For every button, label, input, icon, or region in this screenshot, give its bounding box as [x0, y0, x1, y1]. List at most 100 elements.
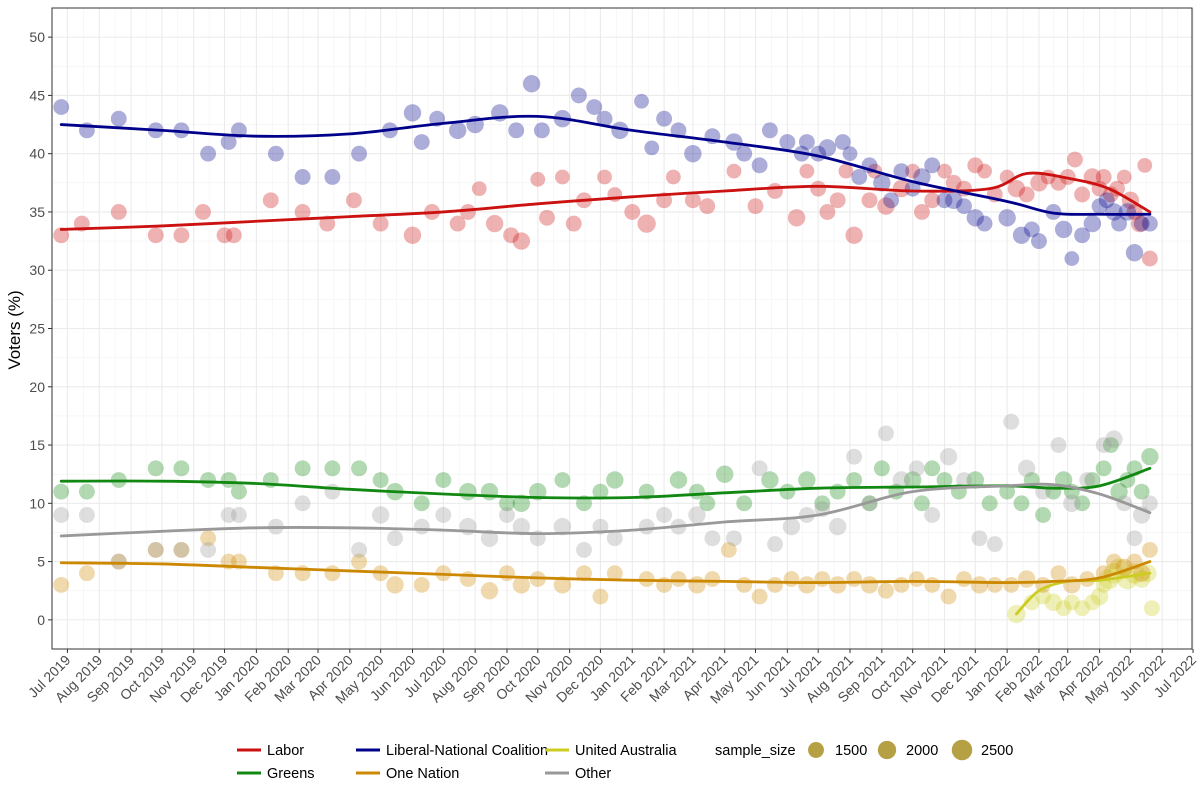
poll-point — [779, 483, 796, 500]
poll-point — [1012, 226, 1031, 244]
poll-point — [1017, 459, 1036, 478]
size-legend-circle — [808, 742, 824, 758]
poll-point — [819, 204, 836, 220]
poll-point — [78, 565, 95, 582]
poll-point — [783, 571, 800, 588]
size-legend-label: 1500 — [835, 743, 867, 759]
poll-point — [767, 183, 783, 199]
poll-point — [1050, 174, 1067, 191]
poll-point — [860, 576, 879, 594]
poll-point — [936, 472, 953, 488]
poll-point — [767, 536, 783, 553]
y-tick-label: 50 — [29, 29, 45, 45]
poll-point — [1137, 157, 1153, 173]
poll-point — [1111, 215, 1128, 232]
poll-point — [413, 518, 430, 535]
poll-point — [1063, 494, 1081, 513]
poll-point — [53, 483, 70, 500]
poll-point — [981, 495, 998, 512]
poll-point — [903, 471, 922, 489]
poll-point — [779, 134, 796, 150]
poll-point — [324, 565, 341, 582]
legend-label: Labor — [267, 743, 304, 759]
poll-point — [878, 582, 894, 599]
poll-point — [485, 214, 504, 233]
size-legend-label: 2000 — [906, 743, 938, 759]
poll-point — [1064, 251, 1080, 266]
poll-point — [893, 163, 910, 180]
poll-point — [230, 483, 247, 500]
poll-point — [883, 192, 900, 209]
poll-point — [1023, 594, 1040, 611]
poll-point — [1133, 215, 1150, 232]
grid — [52, 8, 1194, 649]
poll-point — [873, 174, 891, 192]
poll-point — [878, 425, 894, 442]
poll-point — [351, 145, 368, 162]
poll-point — [1117, 568, 1138, 590]
poll-point — [1074, 186, 1091, 203]
poll-point — [945, 174, 962, 191]
size-legend-circle — [951, 739, 973, 761]
poll-point — [147, 541, 164, 558]
poll-point — [787, 209, 806, 227]
poll-point — [110, 553, 127, 570]
poll-point — [1130, 214, 1149, 233]
poll-point — [449, 215, 466, 232]
poll-point — [606, 471, 624, 489]
poll-point — [435, 507, 452, 523]
poll-point — [720, 541, 737, 558]
poll-point — [403, 104, 422, 122]
poll-point — [761, 471, 779, 489]
poll-point — [747, 198, 764, 215]
poll-point — [173, 541, 190, 558]
poll-point — [810, 180, 827, 197]
poll-point — [842, 146, 858, 162]
poll-point — [1126, 530, 1143, 547]
poll-point — [893, 576, 910, 593]
poll-point — [576, 541, 592, 558]
poll-point — [845, 226, 863, 244]
poll-point — [945, 191, 963, 209]
poll-point — [413, 495, 430, 512]
poll-point — [1102, 437, 1119, 453]
poll-point — [1018, 186, 1035, 203]
poll-point — [814, 571, 831, 588]
poll-point — [1141, 448, 1159, 466]
poll-point — [798, 507, 815, 523]
poll-point — [828, 576, 847, 594]
poll-point — [670, 571, 687, 588]
poll-point — [924, 576, 941, 593]
poll-point — [372, 472, 389, 488]
poll-point — [908, 571, 925, 588]
poll-point — [1050, 565, 1067, 582]
poll-point — [499, 507, 515, 523]
poll-point — [220, 134, 237, 150]
poll-point — [924, 507, 941, 523]
poll-point — [956, 198, 972, 215]
trend-line — [59, 466, 1152, 500]
y-tick-label: 15 — [29, 437, 45, 453]
poll-point — [977, 163, 992, 179]
poll-point — [200, 541, 217, 558]
poll-point — [413, 576, 430, 593]
legend-label: Greens — [267, 766, 315, 782]
poll-point — [736, 495, 753, 512]
poll-point — [200, 530, 217, 547]
y-tick-label: 35 — [29, 204, 45, 220]
poll-point — [846, 472, 863, 488]
poll-point — [798, 576, 816, 594]
poll-point — [294, 495, 311, 512]
poll-point — [319, 215, 336, 232]
poll-point — [262, 192, 279, 209]
poll-point — [1054, 220, 1073, 239]
poll-point — [539, 209, 555, 226]
poll-point — [761, 122, 778, 139]
poll-point — [459, 482, 477, 501]
poll-point — [937, 163, 952, 179]
poll-point — [508, 122, 525, 139]
poll-point — [611, 121, 629, 140]
poll-point — [110, 553, 127, 570]
trend-line — [59, 560, 1152, 584]
